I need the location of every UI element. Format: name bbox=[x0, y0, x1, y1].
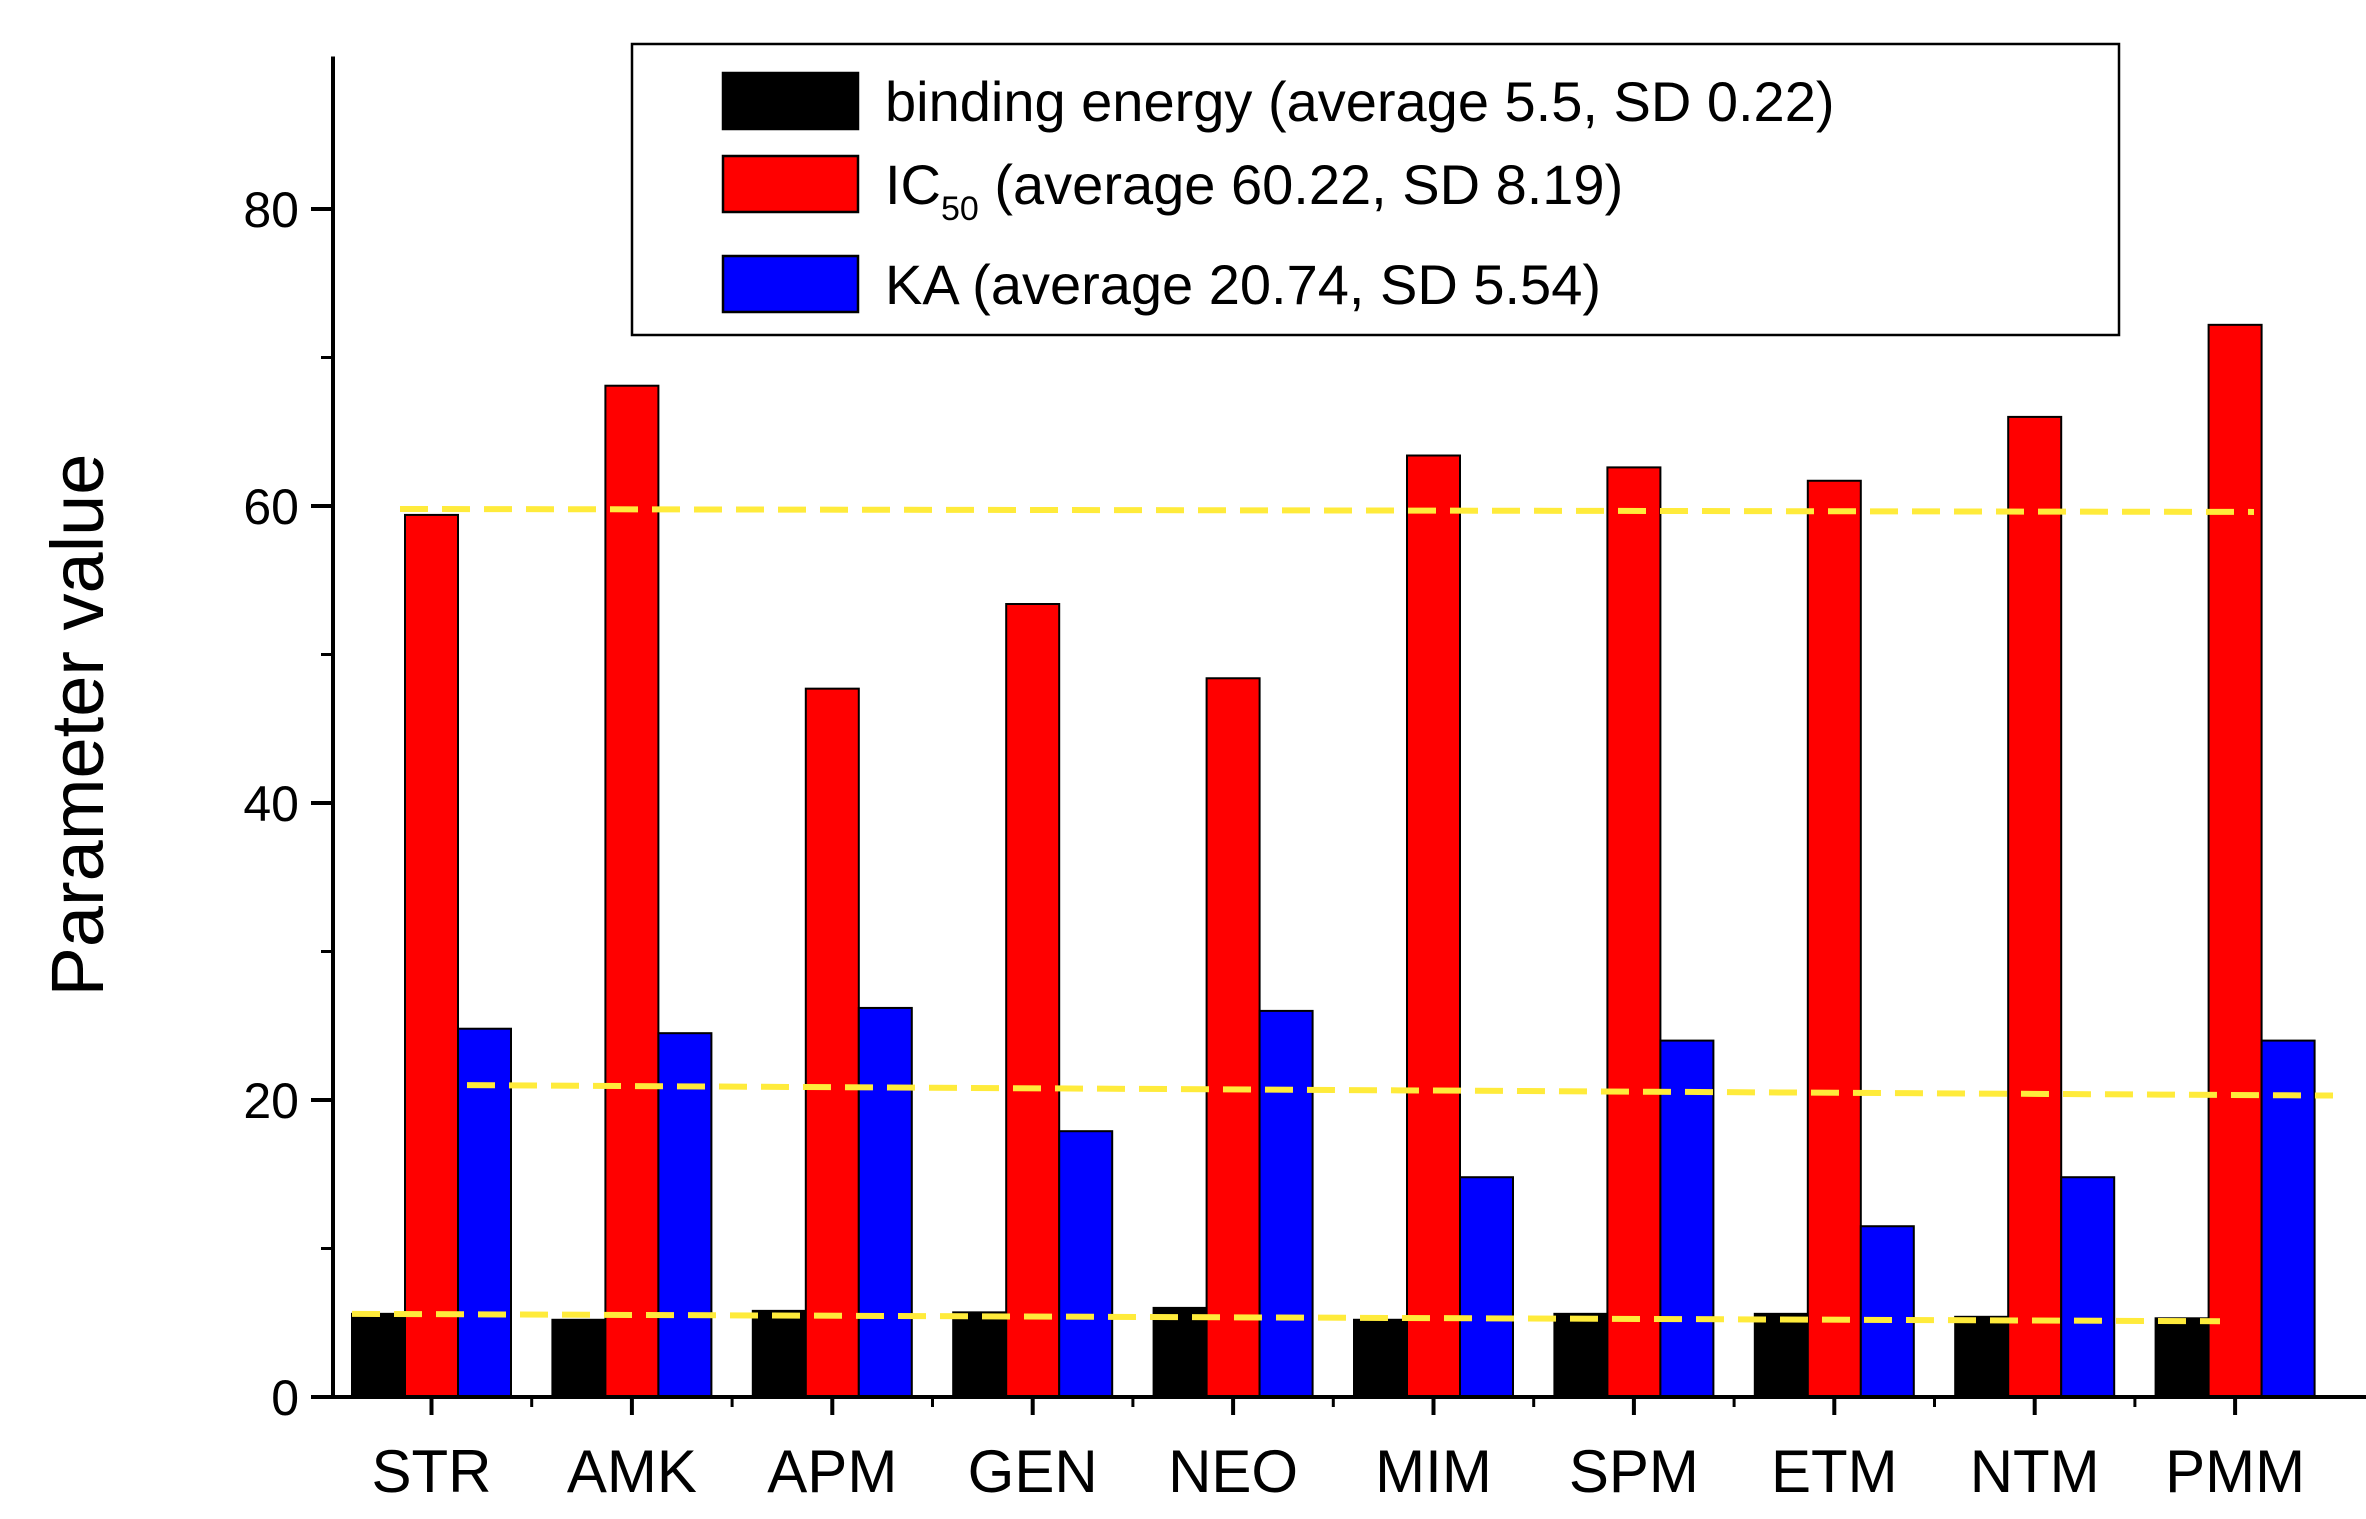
bar-gen-series-2 bbox=[1005, 603, 1061, 1398]
bar-str-series-3 bbox=[457, 1027, 512, 1398]
legend: binding energy (average 5.5, SD 0.22) IC5… bbox=[630, 42, 2121, 337]
legend-box bbox=[630, 42, 2121, 337]
x-tick-label-spm: SPM bbox=[1569, 1438, 1699, 1505]
x-tick-label-apm: APM bbox=[767, 1438, 897, 1505]
x-tick-label-pmm: PMM bbox=[2165, 1438, 2305, 1505]
bar-str-series-2 bbox=[404, 513, 459, 1398]
x-tick-label-mim: MIM bbox=[1375, 1438, 1492, 1505]
x-tick-label-neo: NEO bbox=[1168, 1438, 1298, 1505]
bar-etm-series-3 bbox=[1859, 1225, 1915, 1398]
bar-mim-series-1 bbox=[1353, 1318, 1408, 1399]
bar-spm-series-2 bbox=[1606, 466, 1662, 1398]
bar-mim-series-2 bbox=[1406, 454, 1461, 1398]
x-tick-label-str: STR bbox=[372, 1438, 492, 1505]
bar-apm-series-3 bbox=[857, 1006, 913, 1398]
reference-lines-layer bbox=[351, 505, 2334, 1325]
y-tick-label-40: 40 bbox=[243, 776, 299, 832]
y-tick-label-20: 20 bbox=[243, 1073, 299, 1129]
bar-neo-series-2 bbox=[1205, 677, 1261, 1398]
bar-spm-series-3 bbox=[1659, 1039, 1715, 1398]
x-tick-label-etm: ETM bbox=[1771, 1438, 1898, 1505]
x-tick-label-gen: GEN bbox=[968, 1438, 1098, 1505]
bar-ntm-series-2 bbox=[2007, 415, 2063, 1398]
bar-etm-series-1 bbox=[1753, 1312, 1809, 1398]
bar-apm-series-1 bbox=[751, 1309, 807, 1398]
bar-spm-series-1 bbox=[1553, 1312, 1609, 1398]
legend-swatch-3 bbox=[721, 254, 860, 314]
bar-amk-series-3 bbox=[657, 1032, 713, 1399]
legend-label-2: IC50 (average 60.22, SD 8.19) bbox=[885, 153, 1623, 228]
reference-line-2 bbox=[466, 1082, 2334, 1099]
bar-amk-series-1 bbox=[551, 1318, 607, 1399]
legend-label-3: KA (average 20.74, SD 5.54) bbox=[885, 253, 1601, 316]
y-tick-label-0: 0 bbox=[271, 1370, 299, 1426]
y-tick-label-60: 60 bbox=[243, 479, 299, 535]
legend-swatch-2 bbox=[721, 154, 860, 214]
bar-str-series-1 bbox=[351, 1312, 406, 1398]
bar-neo-series-3 bbox=[1258, 1009, 1314, 1399]
bar-ntm-series-3 bbox=[2060, 1176, 2116, 1398]
bar-gen-series-3 bbox=[1058, 1130, 1114, 1399]
reference-line-1 bbox=[399, 505, 2255, 515]
bar-etm-series-2 bbox=[1806, 479, 1862, 1398]
axes-layer: 0 20 40 60 80 STR AMK APM GEN NEO MIM SPM ETM NTM PMM bbox=[243, 56, 2366, 1505]
legend-swatch-1 bbox=[721, 71, 860, 131]
legend-label-1: binding energy (average 5.5, SD 0.22) bbox=[885, 70, 1834, 133]
bar-amk-series-2 bbox=[604, 384, 660, 1398]
bar-ntm-series-1 bbox=[1954, 1315, 2010, 1399]
x-tick-label-amk: AMK bbox=[567, 1438, 697, 1505]
bar-gen-series-1 bbox=[952, 1311, 1008, 1398]
y-tick-label-80: 80 bbox=[243, 182, 299, 238]
bar-pmm-series-3 bbox=[2260, 1039, 2316, 1398]
reference-line-3 bbox=[351, 1310, 2221, 1325]
bar-mim-series-3 bbox=[1459, 1176, 1514, 1398]
y-axis-title: Parameter value bbox=[36, 454, 119, 997]
x-tick-label-ntm: NTM bbox=[1970, 1438, 2100, 1505]
bar-pmm-series-2 bbox=[2207, 323, 2263, 1399]
bar-apm-series-2 bbox=[804, 687, 860, 1398]
bar-pmm-series-1 bbox=[2154, 1317, 2210, 1399]
bar-neo-series-1 bbox=[1152, 1306, 1208, 1399]
bars-layer bbox=[351, 323, 2316, 1399]
